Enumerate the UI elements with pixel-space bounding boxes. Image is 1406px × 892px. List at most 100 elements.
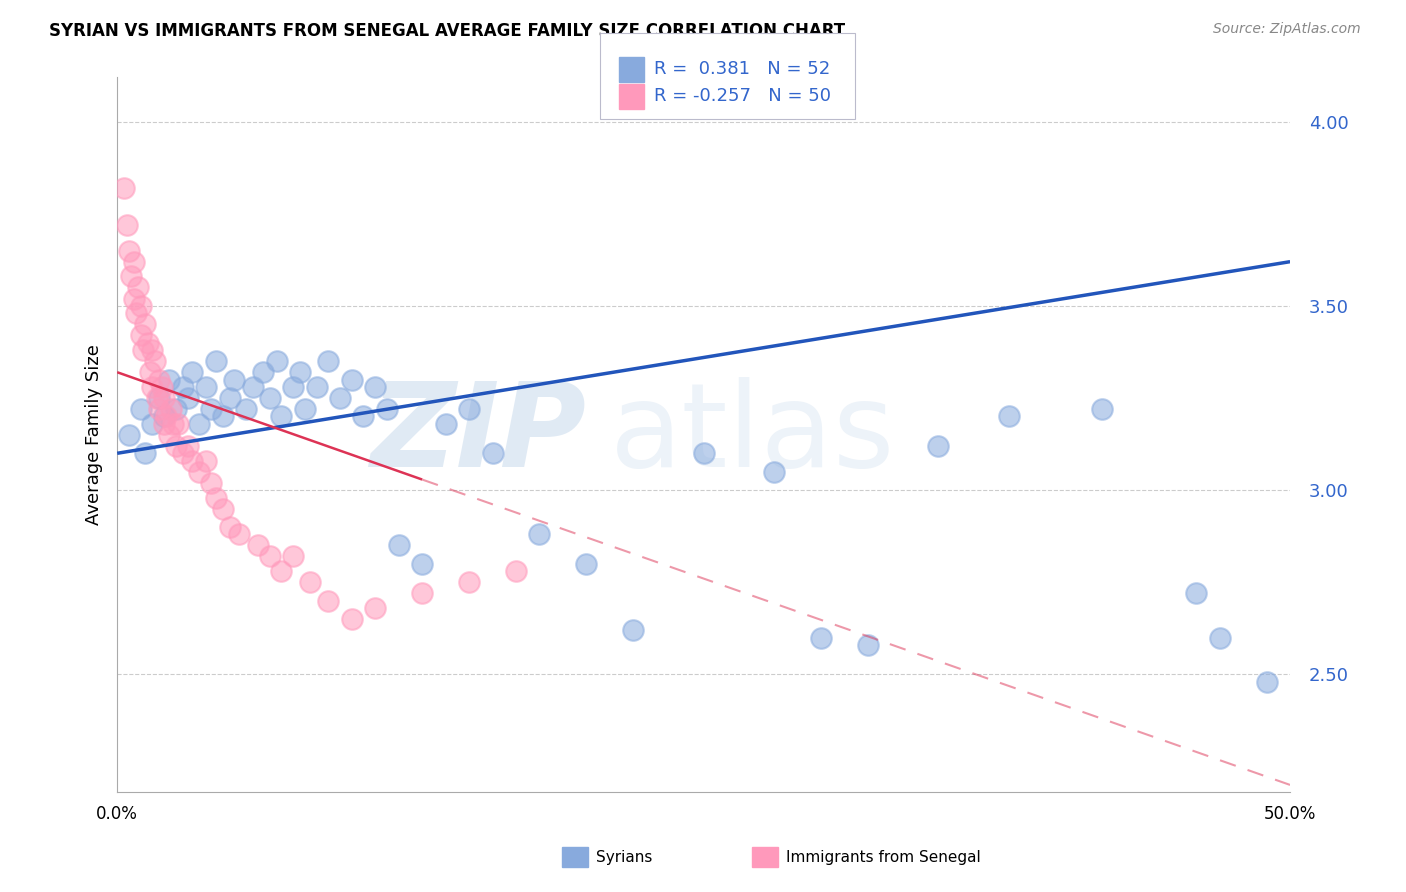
Point [318,593,340,607]
Point [125,306,148,320]
Point [388,538,411,552]
Point [132,343,155,358]
Point [155,409,177,424]
Point [172,380,194,394]
Point [150,380,173,394]
Point [294,402,316,417]
Point [153,417,176,431]
Point [134,318,156,332]
Point [224,373,246,387]
Point [692,446,714,460]
Point [195,380,218,394]
Point [112,181,135,195]
Point [134,446,156,460]
Point [129,402,152,417]
Point [118,244,141,258]
Point [411,586,433,600]
Point [127,280,149,294]
Text: Syrians: Syrians [596,850,652,864]
Point [218,391,240,405]
Point [167,417,190,431]
Point [1185,586,1208,600]
Point [129,328,152,343]
Point [118,428,141,442]
Point [481,446,503,460]
Point [1256,674,1278,689]
Point [172,446,194,460]
Point [176,439,198,453]
Point [434,417,457,431]
Point [242,380,264,394]
Point [141,380,163,394]
Point [458,575,481,590]
Point [200,475,222,490]
Point [458,402,481,417]
Point [270,564,292,578]
Point [122,254,145,268]
Point [176,391,198,405]
Point [211,501,233,516]
Point [259,391,281,405]
Point [143,354,166,368]
Point [153,409,176,424]
Point [270,409,292,424]
Point [305,380,328,394]
Point [148,391,170,405]
Text: SYRIAN VS IMMIGRANTS FROM SENEGAL AVERAGE FAMILY SIZE CORRELATION CHART: SYRIAN VS IMMIGRANTS FROM SENEGAL AVERAG… [49,22,845,40]
Point [762,465,785,479]
Y-axis label: Average Family Size: Average Family Size [86,344,103,525]
Point [181,365,204,379]
Point [115,218,138,232]
Text: Source: ZipAtlas.com: Source: ZipAtlas.com [1213,22,1361,37]
Point [188,417,211,431]
Point [122,292,145,306]
Point [153,391,176,405]
Point [340,373,363,387]
Point [157,428,180,442]
Point [298,575,321,590]
Point [252,365,274,379]
Point [204,491,226,505]
Point [411,557,433,571]
Point [129,299,152,313]
Point [856,638,879,652]
Point [318,354,340,368]
Point [146,391,169,405]
Text: ZIP: ZIP [370,377,586,492]
Point [927,439,949,453]
Point [529,527,551,541]
Point [148,373,170,387]
Text: atlas: atlas [610,377,896,492]
Point [195,453,218,467]
Point [364,380,387,394]
Point [141,343,163,358]
Point [505,564,527,578]
Point [621,623,644,637]
Point [281,549,304,564]
Point [353,409,375,424]
Point [235,402,257,417]
Point [288,365,311,379]
Point [181,453,204,467]
Point [141,417,163,431]
Point [162,417,184,431]
Text: R = -0.257   N = 50: R = -0.257 N = 50 [654,87,831,105]
Point [259,549,281,564]
Point [160,402,183,417]
Point [136,335,159,350]
Point [997,409,1019,424]
Point [218,520,240,534]
Point [148,402,170,417]
Point [340,612,363,626]
Point [139,365,162,379]
Point [364,601,387,615]
Point [575,557,598,571]
Point [165,402,187,417]
Point [246,538,269,552]
Point [211,409,233,424]
Point [188,465,211,479]
Point [266,354,288,368]
Point [204,354,226,368]
Point [1208,631,1230,645]
Point [810,631,832,645]
